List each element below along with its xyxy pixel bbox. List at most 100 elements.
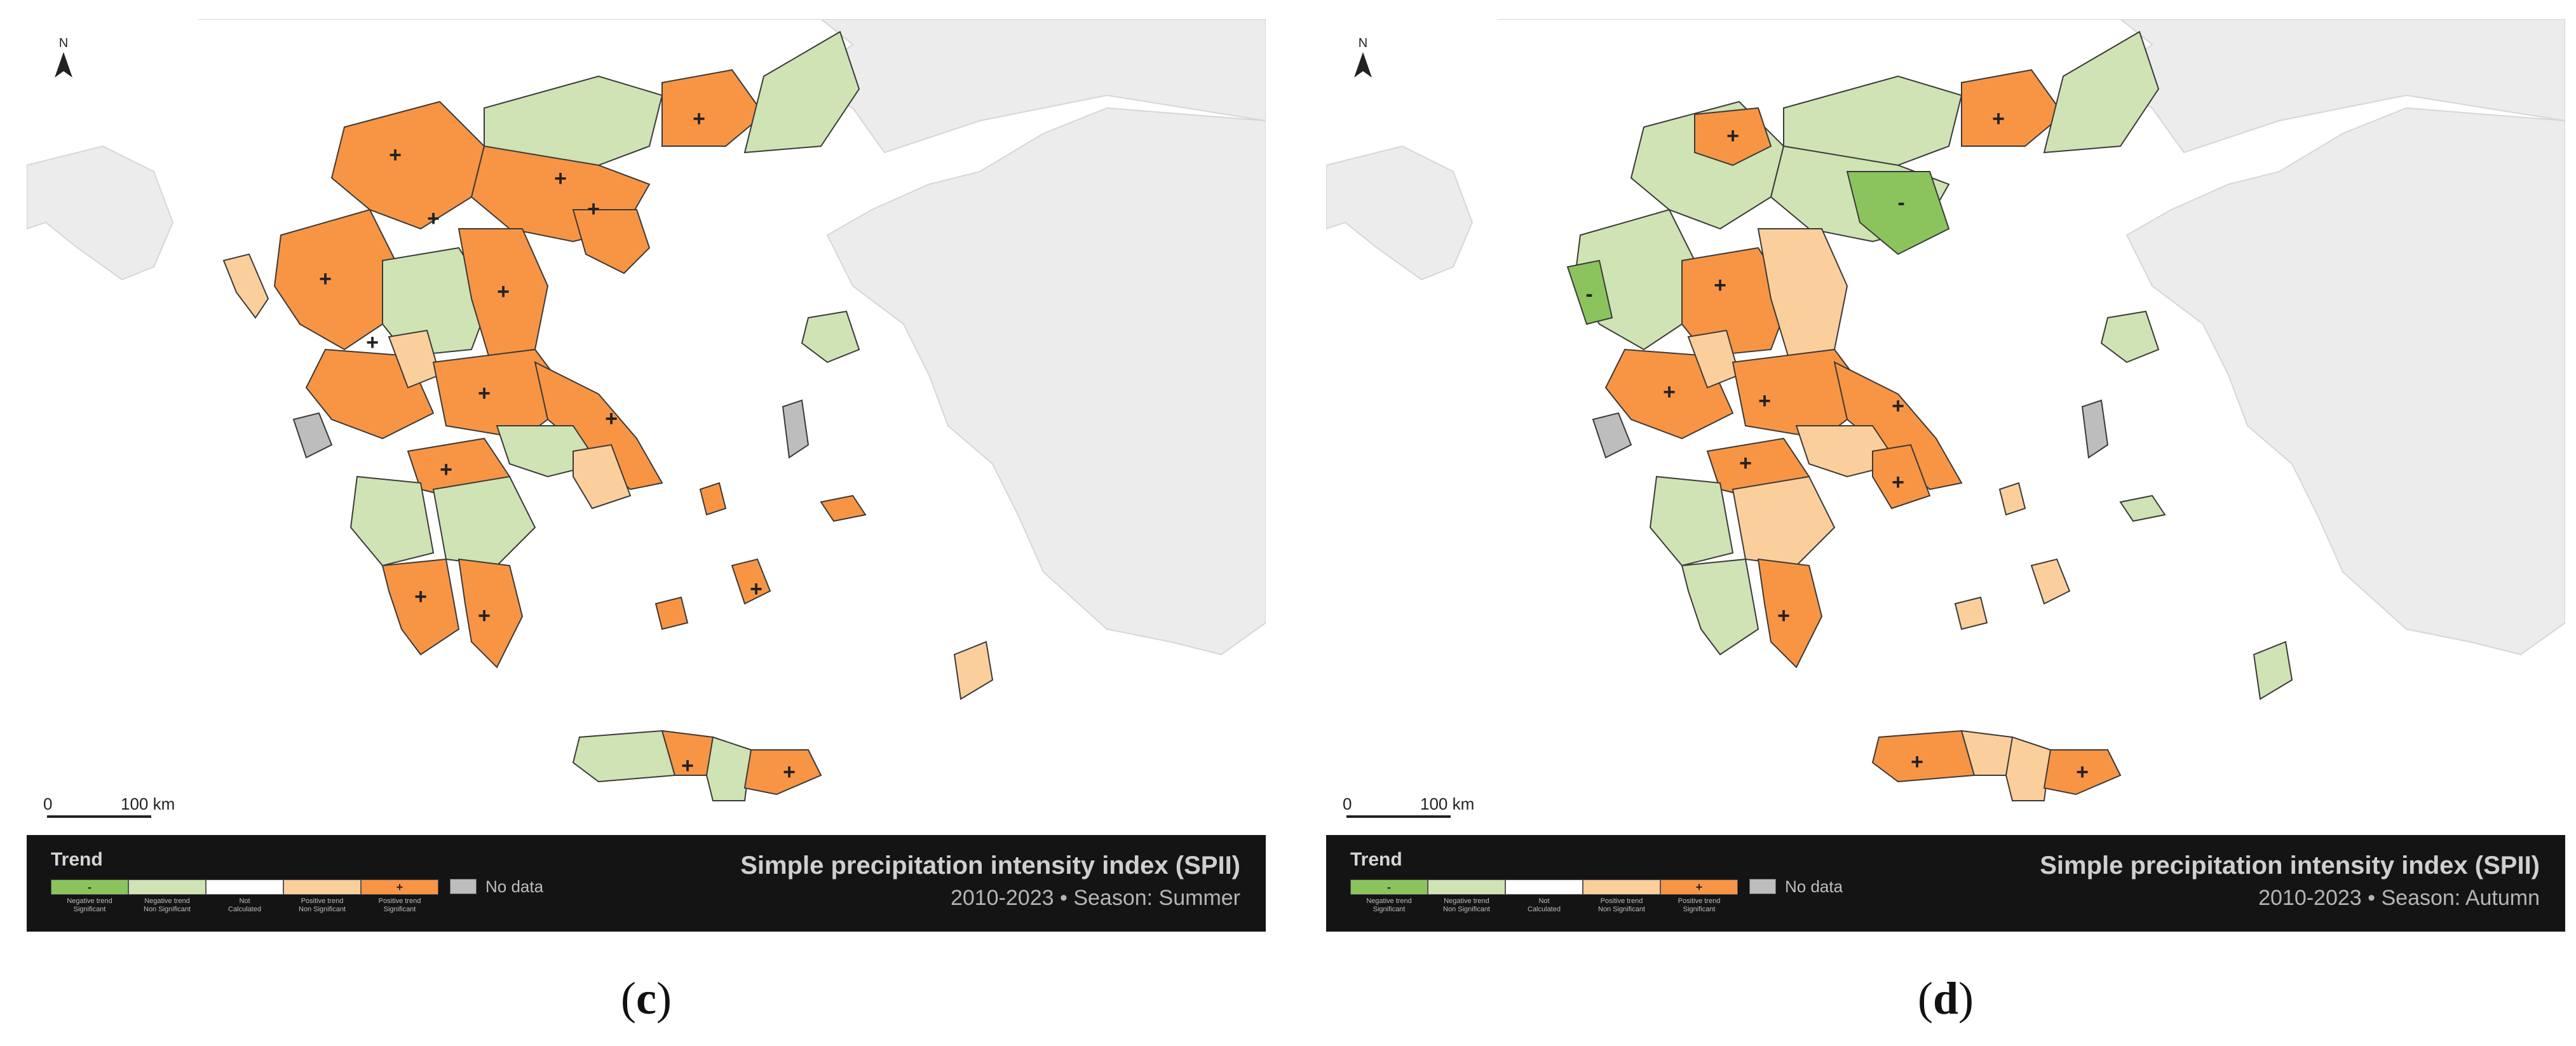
legend-item-positive-significant: + Positive trend Significant bbox=[361, 880, 438, 914]
plus-marker: + bbox=[478, 381, 491, 405]
scale-zero: 0 bbox=[1343, 794, 1352, 813]
region-laconia bbox=[1757, 558, 1823, 669]
plus-marker: + bbox=[1892, 470, 1904, 494]
region-laconia bbox=[458, 558, 524, 669]
region-thrace-east bbox=[743, 31, 860, 154]
scale-zero: 0 bbox=[43, 794, 52, 813]
plus-marker: + bbox=[414, 585, 427, 609]
legend-label: Negative trend Significant bbox=[1366, 897, 1412, 913]
region-corfu-area bbox=[1566, 259, 1613, 325]
legend-item-negative-significant: - Negative trend Significant bbox=[51, 880, 128, 914]
region-crete-lasithi bbox=[705, 736, 752, 801]
legend-bar: Trend - Negative trend Significant Negati… bbox=[1326, 835, 2565, 932]
legend-swatch bbox=[1505, 880, 1583, 895]
legend-swatch: - bbox=[51, 880, 128, 895]
north-arrow-icon bbox=[55, 52, 72, 78]
north-arrow-icon bbox=[1354, 52, 1372, 78]
legend-item-negative-non-significant: Negative trend Non Significant bbox=[128, 880, 206, 914]
region-thessaly-west bbox=[1681, 247, 1791, 357]
plus-marker: + bbox=[1663, 380, 1676, 404]
plus-marker: + bbox=[681, 754, 694, 778]
regions-autumn bbox=[1566, 31, 2293, 801]
plus-marker: + bbox=[693, 107, 705, 131]
region-dodecanese bbox=[953, 641, 994, 700]
plus-marker: + bbox=[750, 577, 763, 601]
index-title: Simple precipitation intensity index (SP… bbox=[740, 852, 1240, 880]
legend-label: Positive trend Non Significant bbox=[299, 897, 346, 913]
plus-marker: + bbox=[1739, 451, 1752, 475]
region-cyclades-a bbox=[1998, 482, 2026, 516]
region-evia bbox=[1833, 361, 1963, 491]
legend-items: - Negative trend Significant Negative tre… bbox=[51, 877, 543, 914]
plus-marker: + bbox=[478, 604, 491, 628]
legend-label: Positive trend Significant bbox=[1678, 897, 1721, 913]
legend-bar: Trend - Negative trend Significant Negati… bbox=[27, 835, 1266, 932]
minus-marker: - bbox=[1585, 282, 1592, 306]
region-crete-lasithi bbox=[2005, 736, 2052, 801]
region-kefalonia bbox=[292, 412, 333, 459]
region-cyclades-b bbox=[2030, 558, 2071, 605]
north-arrow: N bbox=[1354, 36, 1372, 78]
legend-item-negative-significant: - Negative trend Significant bbox=[1350, 880, 1428, 914]
region-arcadia bbox=[432, 475, 536, 567]
plus-marker: + bbox=[1758, 389, 1771, 413]
region-cyclades-c bbox=[1954, 596, 1988, 630]
albania-land bbox=[27, 145, 174, 281]
plus-marker: + bbox=[554, 166, 567, 191]
index-subtitle: 2010-2023 • Season: Summer bbox=[950, 886, 1240, 910]
region-messinia bbox=[1681, 558, 1759, 656]
region-lesvos bbox=[2100, 310, 2160, 363]
legend-item-positive-significant: + Positive trend Significant bbox=[1660, 880, 1738, 914]
map-canvas: + + + + + + + + + + + + + + + + N bbox=[27, 19, 1266, 834]
region-crete-east bbox=[2043, 749, 2122, 796]
legend-item-positive-non-significant: Positive trend Non Significant bbox=[283, 880, 361, 914]
minus-marker: - bbox=[1897, 191, 1904, 215]
region-cyclades-c bbox=[654, 596, 689, 630]
region-crete-east bbox=[743, 749, 822, 796]
region-kastoria bbox=[1694, 107, 1772, 166]
north-label: N bbox=[59, 36, 68, 50]
region-thrace-east bbox=[2043, 31, 2160, 154]
panel-caption: (c) bbox=[621, 973, 672, 1024]
region-thrace-west bbox=[661, 69, 765, 147]
no-data-label: No data bbox=[1785, 876, 1843, 896]
index-title: Simple precipitation intensity index (SP… bbox=[2040, 852, 2540, 880]
turkey-land bbox=[826, 107, 1266, 656]
legend-item-not-calculated: Not Calculated bbox=[206, 880, 283, 914]
neighbor-land bbox=[198, 19, 1266, 154]
legend-label: Negative trend Non Significant bbox=[1443, 897, 1490, 913]
region-attica bbox=[1872, 444, 1931, 510]
plus-marker: + bbox=[497, 280, 510, 304]
legend-label: Not Calculated bbox=[1528, 897, 1561, 913]
region-crete-west bbox=[1871, 730, 1976, 783]
region-thessaly-west bbox=[382, 247, 492, 357]
legend-label: Positive trend Significant bbox=[378, 897, 421, 913]
region-ilia bbox=[349, 475, 435, 567]
plus-marker: + bbox=[1714, 273, 1726, 297]
plus-marker: + bbox=[1992, 107, 2005, 131]
region-epirus bbox=[273, 208, 397, 351]
legend-label: Negative trend Significant bbox=[67, 897, 112, 913]
legend-items: - Negative trend Significant Negative tre… bbox=[1350, 876, 1843, 914]
legend-no-data: No data bbox=[450, 877, 543, 896]
region-evia bbox=[534, 361, 663, 491]
turkey-land bbox=[2125, 107, 2565, 656]
plus-marker: + bbox=[1726, 124, 1739, 148]
legend-swatch: - bbox=[1350, 880, 1428, 895]
region-attica bbox=[573, 444, 632, 510]
no-data-label: No data bbox=[485, 876, 544, 896]
region-chalkidiki bbox=[1846, 171, 1950, 255]
no-data-swatch bbox=[1749, 879, 1776, 894]
region-corfu bbox=[222, 253, 269, 319]
region-dodecanese bbox=[2253, 641, 2293, 700]
region-messinia bbox=[381, 558, 460, 656]
legend-item-negative-non-significant: Negative trend Non Significant bbox=[1428, 880, 1505, 914]
plus-marker: + bbox=[389, 143, 402, 167]
legend-swatch bbox=[128, 880, 206, 895]
map-panel-autumn: + + - - + + + + + + + + + N 0 100 bbox=[1326, 0, 2565, 1046]
region-chios bbox=[782, 399, 810, 459]
plus-marker: + bbox=[440, 458, 452, 482]
significance-markers: + + - - + + + + + + + + + bbox=[1585, 107, 2089, 784]
region-arcadia bbox=[1732, 475, 1836, 567]
plus-marker: + bbox=[1892, 394, 1904, 418]
